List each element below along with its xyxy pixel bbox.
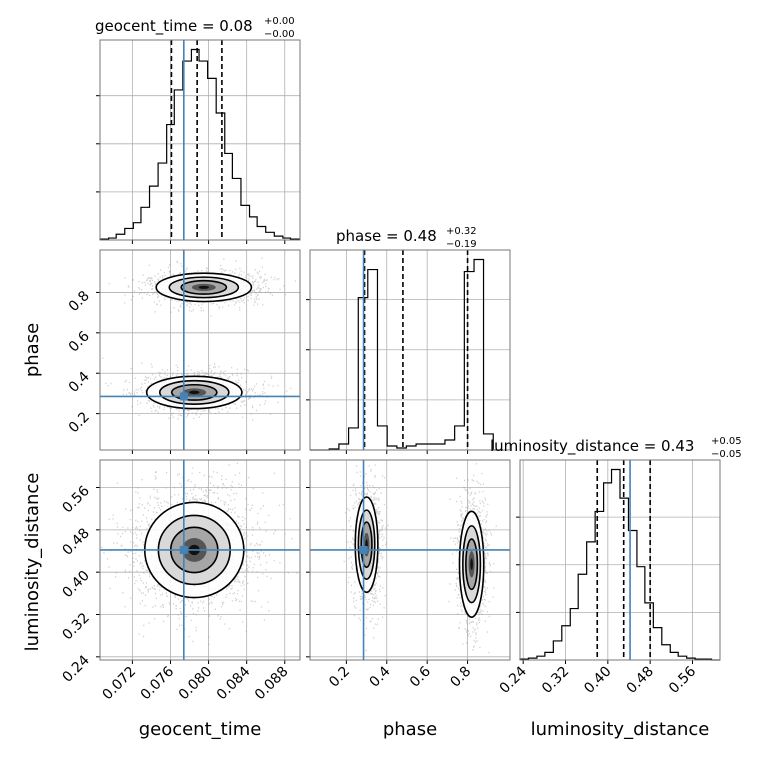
title-phase: phase = 0.48 (336, 227, 437, 245)
title-geocent-time: geocent_time = 0.08 (95, 17, 253, 36)
x-tick-label: 0.080 (176, 664, 216, 704)
title-luminosity-distance-sub: −0.05 (711, 449, 742, 460)
x-tick-label: 0.076 (138, 663, 178, 703)
xlabel-luminosity-distance: luminosity_distance (531, 719, 710, 740)
ylabel-luminosity-distance: luminosity_distance (22, 473, 43, 652)
panel-frame (309, 459, 511, 661)
panel-frame (519, 459, 721, 661)
x-tick-label: 0.24 (497, 663, 530, 696)
y-tick-label: 0.56 (59, 483, 92, 516)
y-tick-label: 0.32 (59, 610, 92, 643)
hist-step (519, 468, 720, 661)
y-tick-label: 0.6 (66, 328, 93, 355)
title-luminosity-distance-sup: +0.05 (711, 436, 742, 447)
scatter-phase-vs-luminosity-distance-panel: 0.2 0.4 0.6 0.8 (306, 459, 511, 691)
x-tick-label: 0.4 (367, 663, 394, 690)
x-tick-label: 0.32 (539, 664, 572, 697)
x-tick-label: 0.2 (326, 664, 353, 691)
truth-marker (179, 545, 188, 554)
scatter-geocent-time-vs-phase-panel: 0.2 0.4 0.6 0.8 (66, 249, 301, 454)
y-tick-label: 0.2 (66, 409, 93, 436)
xlabel-geocent-time: geocent_time (139, 719, 262, 740)
hist-step (310, 258, 503, 451)
x-tick-label: 0.48 (624, 664, 657, 697)
x-tick-label: 0.072 (100, 664, 140, 704)
xlabel-phase: phase (383, 719, 437, 740)
title-main: phase = 0.48 (336, 227, 437, 245)
x-tick-label: 0.084 (214, 663, 254, 703)
ylabel-phase: phase (22, 323, 43, 377)
y-tick-label: 0.4 (66, 369, 93, 396)
panel-frame (99, 249, 301, 451)
panel-frame (309, 249, 511, 451)
title-geocent-time-sub: −0.00 (264, 29, 295, 40)
y-tick-label: 0.48 (59, 525, 92, 558)
title-geocent-time-sup: +0.00 (264, 16, 295, 27)
truth-marker (359, 545, 368, 554)
hist-phase-panel (306, 249, 511, 454)
y-tick-label: 0.8 (66, 288, 93, 315)
hist-luminosity-distance-panel: 0.24 0.32 0.40 0.48 0.56 (497, 459, 721, 697)
title-main: geocent_time = 0.08 (95, 17, 253, 36)
y-tick-label: 0.24 (59, 652, 92, 685)
density-contour (470, 558, 473, 571)
density-contour (189, 390, 200, 395)
x-tick-label: 0.088 (252, 664, 292, 704)
panel-frame (99, 39, 301, 241)
x-tick-label: 0.56 (666, 663, 699, 696)
title-phase-sup: +0.32 (446, 226, 477, 237)
density-contour (198, 285, 210, 289)
joint-content (102, 257, 296, 421)
x-tick-label: 0.8 (447, 664, 474, 691)
truth-marker (179, 392, 188, 401)
joint-content (342, 460, 497, 654)
title-luminosity-distance: luminosity_distance = 0.43 (490, 437, 694, 456)
y-tick-label: 0.40 (59, 568, 92, 601)
panel-frame (99, 459, 301, 661)
hist-geocent-time-panel (96, 39, 301, 244)
title-main: luminosity_distance = 0.43 (490, 437, 694, 456)
title-phase-sub: −0.19 (446, 239, 477, 250)
x-tick-label: 0.40 (581, 664, 614, 697)
x-tick-label: 0.6 (407, 663, 434, 690)
hist-step (99, 48, 300, 240)
